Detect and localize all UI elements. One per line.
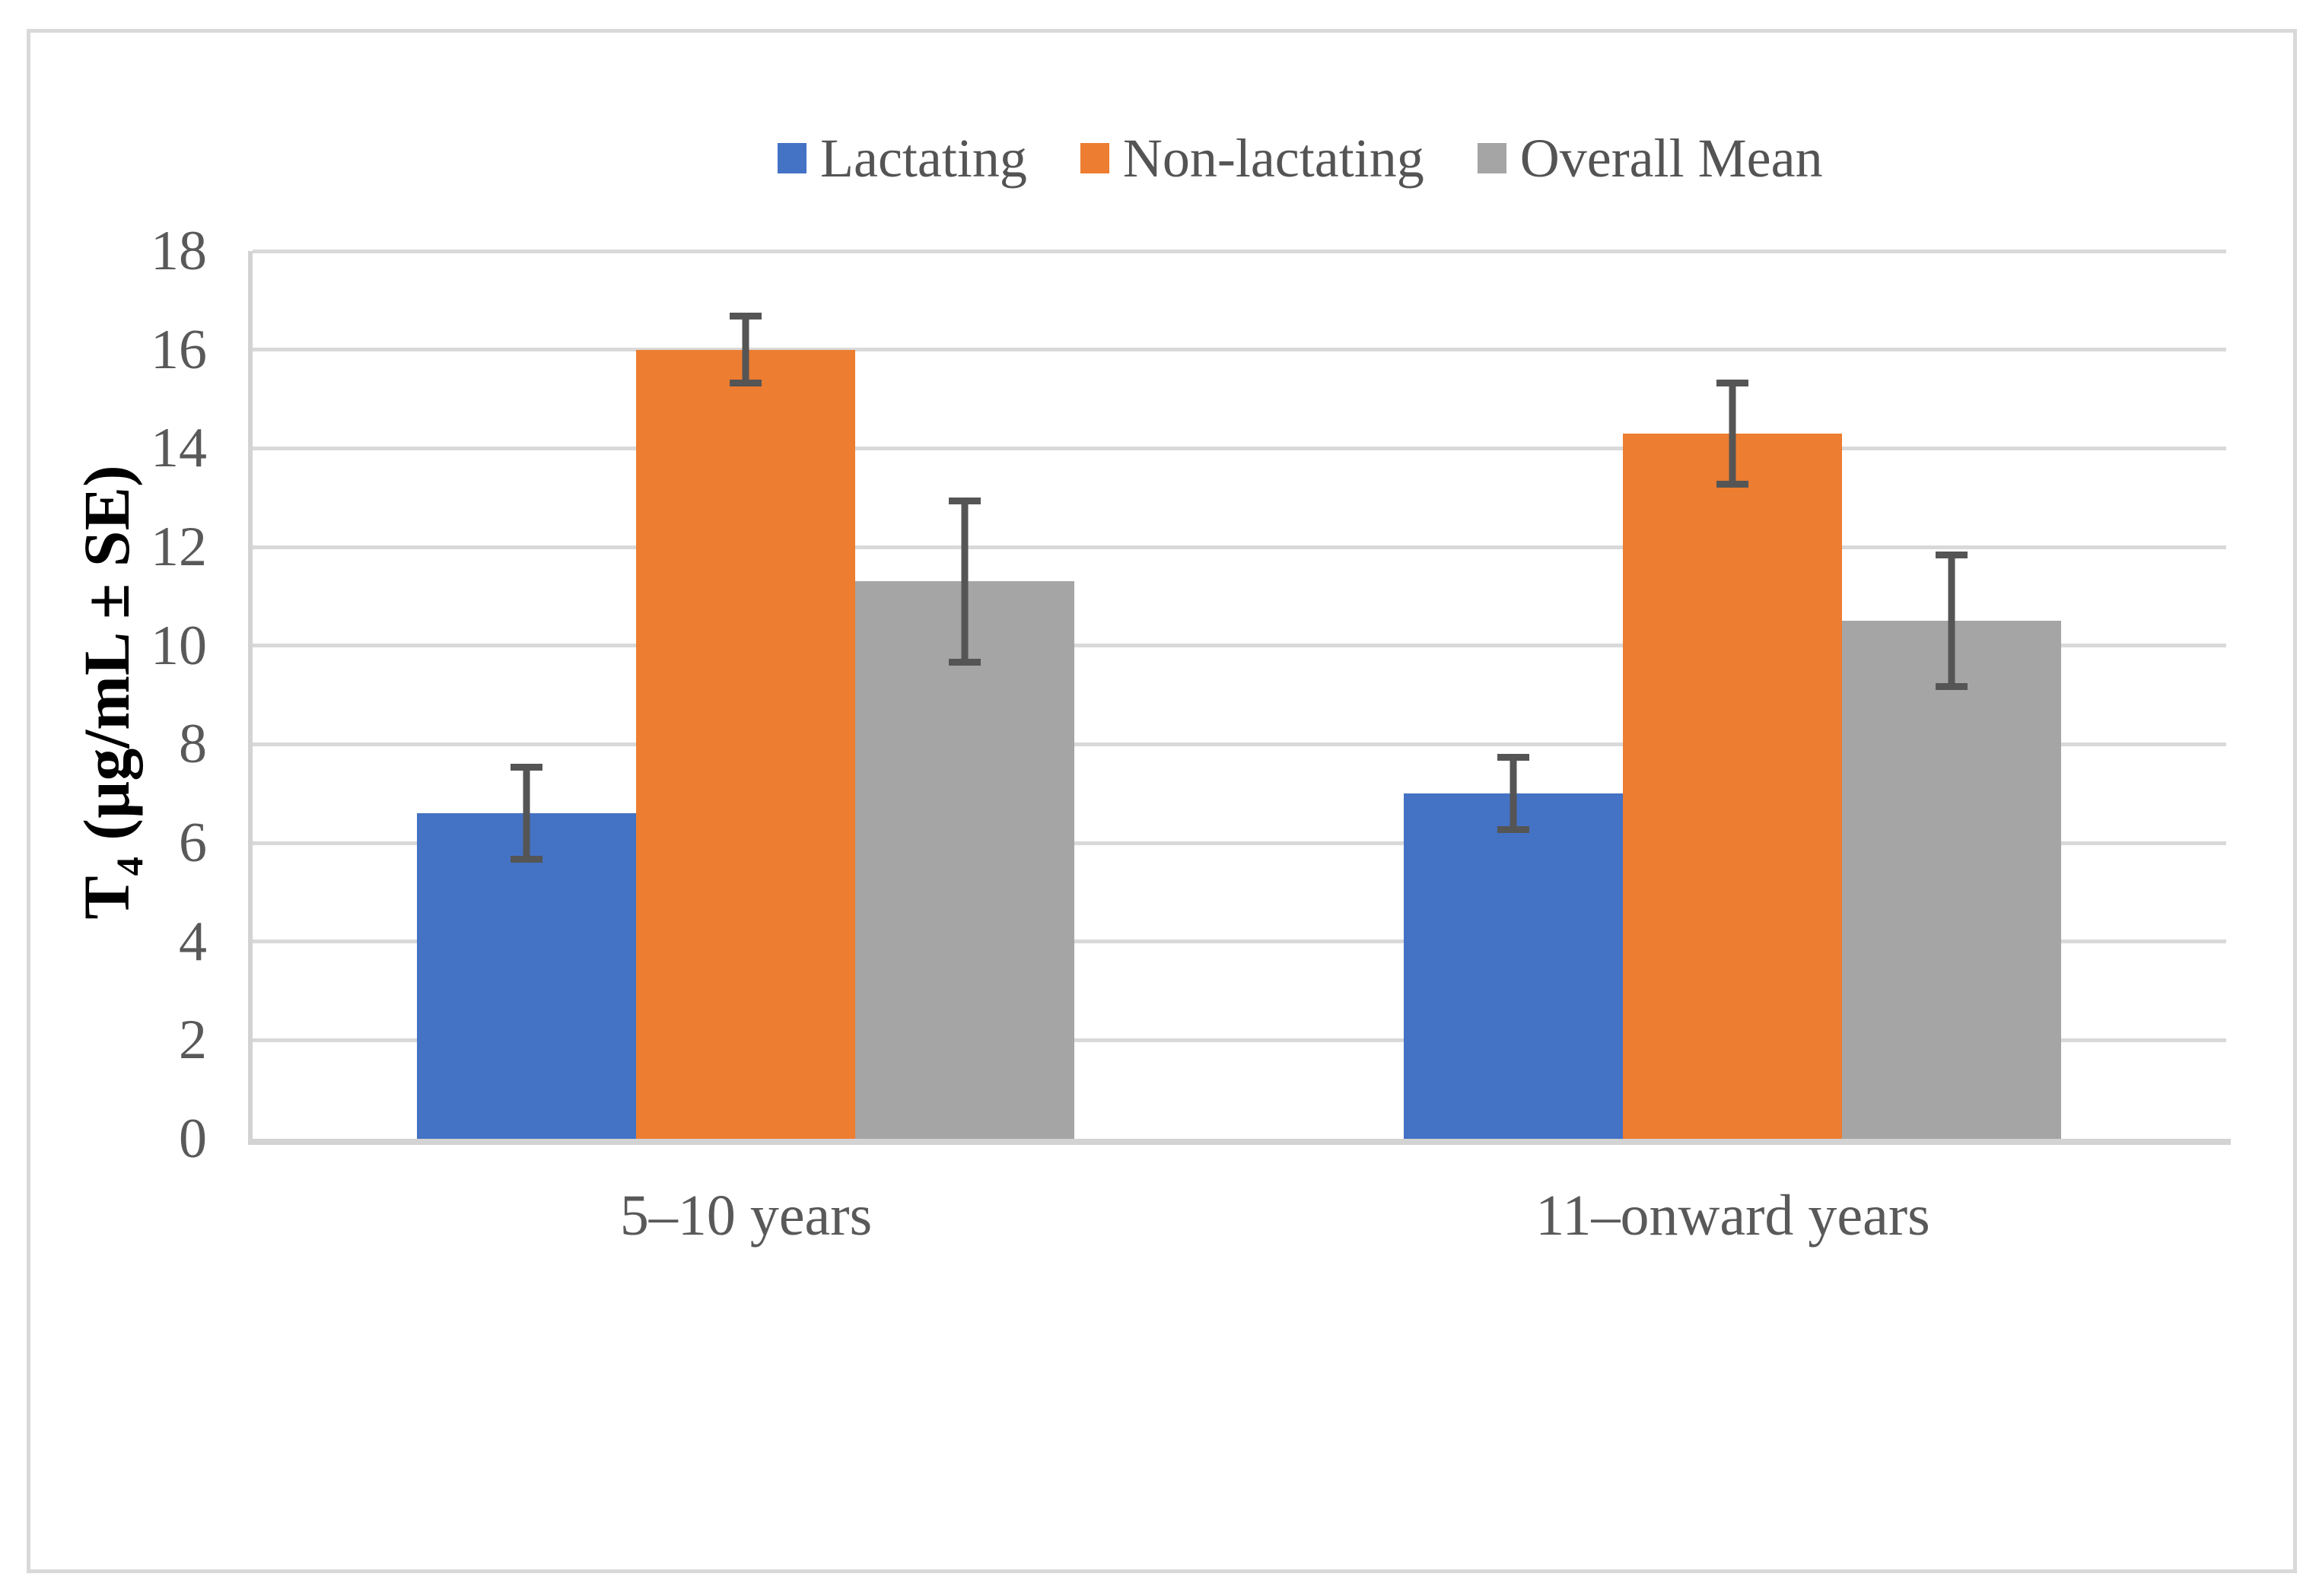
errorbar-non-lactating-5-10-years (730, 313, 762, 387)
legend-label-non-lactating: Non-lactating (1122, 128, 1424, 189)
y-tick-label-16: 16 (151, 318, 207, 381)
gridline-y-12 (253, 545, 2226, 549)
errorbar-stem (961, 504, 969, 659)
y-tick-label-12: 12 (151, 516, 207, 578)
x-category-label-11-onward-years: 11–onward years (1535, 1184, 1930, 1248)
y-tick-label-0: 0 (179, 1108, 207, 1170)
legend-swatch-overall-mean-icon (1477, 143, 1506, 173)
plot-area (248, 249, 2231, 1145)
errorbar-stem (1729, 386, 1736, 482)
errorbar-stem (523, 771, 530, 856)
errorbar-overall-mean-5-10-years (949, 498, 981, 666)
errorbar-stem (1948, 558, 1955, 683)
y-tick-label-18: 18 (151, 220, 207, 282)
y-tick-label-14: 14 (151, 417, 207, 480)
legend-label-lactating: Lactating (820, 128, 1027, 189)
errorbar-lactating-11-onward-years (1497, 754, 1529, 834)
gridline-y-6 (253, 841, 2226, 845)
bar-non-lactating-5-10-years (636, 349, 855, 1139)
x-axis-line (248, 1139, 2231, 1145)
errorbar-stem (742, 320, 749, 380)
x-category-label-5-10-years: 5–10 years (619, 1184, 873, 1248)
y-axis-line (248, 251, 253, 1139)
gridline-y-18 (253, 249, 2226, 253)
gridline-y-14 (253, 446, 2226, 450)
errorbar-non-lactating-11-onward-years (1716, 379, 1748, 488)
legend-swatch-non-lactating-icon (1080, 143, 1109, 173)
y-tick-label-6: 6 (179, 812, 207, 874)
y-tick-label-4: 4 (179, 910, 207, 973)
bar-overall-mean-5-10-years (855, 581, 1074, 1139)
legend-item-lactating: Lactating (778, 131, 1027, 186)
gridline-y-2 (253, 1038, 2226, 1042)
y-tick-label-2: 2 (179, 1009, 207, 1072)
y-tick-label-8: 8 (179, 713, 207, 776)
bar-lactating-5-10-years (417, 813, 636, 1139)
y-tick-label-10: 10 (151, 614, 207, 677)
bar-lactating-11-onward-years (1404, 793, 1623, 1139)
gridline-y-10 (253, 644, 2226, 648)
errorbar-stem (1510, 761, 1517, 827)
legend-item-non-lactating: Non-lactating (1080, 131, 1424, 186)
errorbar-lactating-5-10-years (511, 764, 542, 863)
bar-non-lactating-11-onward-years (1623, 433, 1842, 1139)
legend-label-overall-mean: Overall Mean (1519, 128, 1823, 189)
gridline-y-4 (253, 939, 2226, 944)
bar-overall-mean-11-onward-years (1842, 621, 2061, 1139)
gridline-y-8 (253, 742, 2226, 746)
legend-item-overall-mean: Overall Mean (1477, 128, 1823, 189)
chart-legend: Lactating Non-lactating Overall Mean (778, 122, 1823, 195)
gridline-y-16 (253, 348, 2226, 352)
legend-swatch-lactating-icon (778, 143, 806, 173)
errorbar-overall-mean-11-onward-years (1936, 552, 1968, 690)
